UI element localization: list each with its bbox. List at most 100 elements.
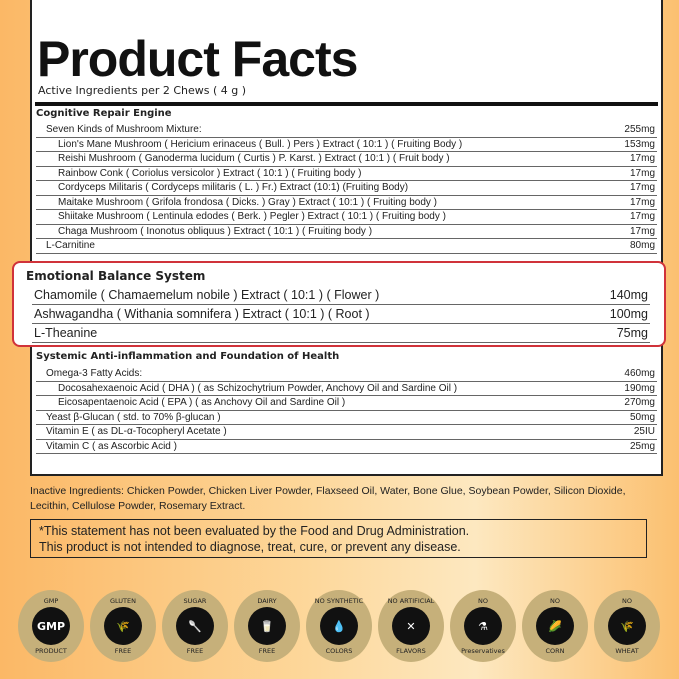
- ingredient-amount: 140mg: [609, 288, 648, 302]
- ingredient-amount: 17mg: [629, 225, 655, 237]
- badge-top-text: SUGAR: [183, 597, 207, 605]
- page-title: Product Facts: [37, 31, 358, 87]
- badge-bottom-text: FREE: [258, 647, 276, 655]
- ingredient-row: Lion's Mane Mushroom ( Hericium erinaceu…: [36, 138, 657, 152]
- ingredient-amount: 17mg: [629, 182, 655, 193]
- badge-bottom-text: PRODUCT: [35, 647, 67, 655]
- ingredient-name: Maitake Mushroom ( Grifola frondosa ( Di…: [58, 196, 437, 208]
- ingredient-amount: 17mg: [629, 167, 655, 179]
- ingredient-amount: 153mg: [624, 138, 655, 150]
- ingredient-amount: 460mg: [624, 368, 655, 379]
- badge-bottom-text: FREE: [114, 647, 132, 655]
- badge-top-text: NO: [478, 597, 488, 605]
- ingredient-name: Seven Kinds of Mushroom Mixture:: [46, 124, 202, 135]
- ingredient-amount: 50mg: [629, 411, 655, 423]
- badge: NO SYNTHETIC 💧 COLORS: [306, 590, 372, 662]
- badge-bottom-text: FLAVORS: [396, 647, 426, 655]
- ingredient-row: Seven Kinds of Mushroom Mixture: 255mg: [36, 123, 657, 138]
- ingredient-name: Docosahexaenoic Acid ( DHA ) ( as Schizo…: [58, 382, 458, 394]
- ingredient-row: Omega-3 Fatty Acids: 460mg: [36, 367, 657, 382]
- ingredient-row: Docosahexaenoic Acid ( DHA ) ( as Schizo…: [36, 382, 657, 396]
- ingredient-amount: 190mg: [624, 382, 655, 394]
- badge-top-text: NO SYNTHETIC: [314, 597, 364, 605]
- ingredient-row: L-Theanine 75mg: [32, 324, 650, 343]
- badge-top-text: GLUTEN: [109, 597, 137, 605]
- ingredient-list: Chamomile ( Chamaemelum nobile ) Extract…: [32, 286, 650, 343]
- badge: NO ⚗ Preservatives: [450, 590, 516, 662]
- ingredient-row: Shiitake Mushroom ( Lentinula edodes ( B…: [36, 210, 657, 225]
- badge: SUGAR 🥄 FREE: [162, 590, 228, 662]
- ingredient-row: Rainbow Conk ( Coriolus versicolor ) Ext…: [36, 167, 657, 181]
- ingredient-name: Vitamin C ( as Ascorbic Acid ): [46, 440, 177, 452]
- ingredient-name: Cordyceps Militaris ( Cordyceps militari…: [58, 182, 409, 193]
- dropper-icon: ✕: [392, 607, 430, 645]
- badge: NO 🌾 WHEAT: [594, 590, 660, 662]
- badge: GLUTEN 🌾 FREE: [90, 590, 156, 662]
- inactive-ingredients: Inactive Ingredients: Chicken Powder, Ch…: [30, 485, 626, 512]
- ingredient-row: Eicosapentaenoic Acid ( EPA ) ( as Ancho…: [36, 396, 657, 411]
- section-heading: Emotional Balance System: [26, 269, 206, 283]
- product-facts-panel: Product Facts Active Ingredients per 2 C…: [30, 0, 663, 476]
- badge: NO ARTIFICIAL ✕ FLAVORS: [378, 590, 444, 662]
- badge-top-text: GMP: [43, 597, 59, 605]
- ingredient-row: Chamomile ( Chamaemelum nobile ) Extract…: [32, 286, 650, 305]
- badge-bottom-text: WHEAT: [615, 647, 639, 655]
- badge-bottom-text: CORN: [545, 647, 565, 655]
- ingredient-name: Vitamin E ( as DL-α-Tocopheryl Acetate ): [46, 426, 227, 437]
- ingredient-name: Chaga Mushroom ( Inonotus obliquus ) Ext…: [58, 225, 373, 237]
- wheat-icon: 🌾: [104, 607, 142, 645]
- drop-icon: 💧: [320, 607, 358, 645]
- ingredient-row: Reishi Mushroom ( Ganoderma lucidum ( Cu…: [36, 152, 657, 167]
- ingredient-list: Seven Kinds of Mushroom Mixture: 255mg Lio…: [36, 123, 657, 254]
- highlight-box: Emotional Balance System Chamomile ( Cha…: [12, 261, 666, 347]
- disclaimer-line: This product is not intended to diagnose…: [39, 540, 461, 554]
- ingredient-amount: 25IU: [633, 426, 655, 437]
- flask-icon: ⚗: [464, 607, 502, 645]
- ingredient-amount: 17mg: [629, 153, 655, 164]
- corn-icon: 🌽: [536, 607, 574, 645]
- ingredient-amount: 75mg: [616, 326, 648, 340]
- ingredient-amount: 17mg: [629, 196, 655, 208]
- ingredient-row: Ashwagandha ( Withania somnifera ) Extra…: [32, 305, 650, 324]
- ingredient-name: Chamomile ( Chamaemelum nobile ) Extract…: [34, 288, 380, 302]
- sugar-spoon-icon: 🥄: [176, 607, 214, 645]
- ingredient-row: Cordyceps Militaris ( Cordyceps militari…: [36, 181, 657, 196]
- badge: GMP GMP PRODUCT: [18, 590, 84, 662]
- ingredient-name: Eicosapentaenoic Acid ( EPA ) ( as Ancho…: [58, 397, 346, 408]
- ingredient-row: Vitamin C ( as Ascorbic Acid ) 25mg: [36, 440, 657, 454]
- ingredient-name: Omega-3 Fatty Acids:: [46, 368, 143, 379]
- wheat-icon: 🌾: [608, 607, 646, 645]
- ingredient-amount: 270mg: [624, 397, 655, 408]
- badge-top-text: NO: [622, 597, 632, 605]
- ingredient-name: L-Carnitine: [46, 240, 95, 251]
- ingredient-name: Rainbow Conk ( Coriolus versicolor ) Ext…: [58, 167, 362, 179]
- ingredient-row: L-Carnitine 80mg: [36, 239, 657, 254]
- badge-bottom-text: COLORS: [325, 647, 353, 655]
- ingredient-amount: 17mg: [629, 211, 655, 222]
- disclaimer-line: *This statement has not been evaluated b…: [39, 524, 470, 538]
- ingredient-amount: 255mg: [624, 124, 655, 135]
- ingredient-name: Lion's Mane Mushroom ( Hericium erinaceu…: [58, 138, 463, 150]
- ingredient-name: L-Theanine: [34, 326, 98, 340]
- ingredient-row: Yeast β-Glucan ( std. to 70% β-glucan ) 5…: [36, 411, 657, 425]
- section-heading: Systemic Anti-inflammation and Foundatio…: [36, 351, 340, 362]
- badge-top-text: NO: [550, 597, 560, 605]
- ingredient-name: Shiitake Mushroom ( Lentinula edodes ( B…: [58, 211, 446, 222]
- ingredient-row: Vitamin E ( as DL-α-Tocopheryl Acetate )…: [36, 425, 657, 440]
- gmp-icon: GMP: [32, 607, 70, 645]
- ingredient-row: Maitake Mushroom ( Grifola frondosa ( Di…: [36, 196, 657, 210]
- divider: [35, 102, 658, 106]
- fda-disclaimer: *This statement has not been evaluated b…: [30, 519, 647, 558]
- milk-carton-icon: 🥛: [248, 607, 286, 645]
- ingredient-name: Ashwagandha ( Withania somnifera ) Extra…: [34, 307, 370, 321]
- ingredient-amount: 25mg: [629, 440, 655, 452]
- ingredient-amount: 80mg: [629, 240, 655, 251]
- ingredient-name: Yeast β-Glucan ( std. to 70% β-glucan ): [46, 411, 221, 423]
- badge-bottom-text: FREE: [186, 647, 204, 655]
- ingredient-list: Omega-3 Fatty Acids: 460mg Docosahexaenoic…: [36, 367, 657, 454]
- ingredient-name: Reishi Mushroom ( Ganoderma lucidum ( Cu…: [58, 153, 450, 164]
- section-heading: Cognitive Repair Engine: [36, 108, 172, 119]
- ingredient-row: Chaga Mushroom ( Inonotus obliquus ) Ext…: [36, 225, 657, 239]
- serving-info: Active Ingredients per 2 Chews ( 4 g ): [38, 84, 247, 97]
- badge-top-text: NO ARTIFICIAL: [387, 597, 435, 605]
